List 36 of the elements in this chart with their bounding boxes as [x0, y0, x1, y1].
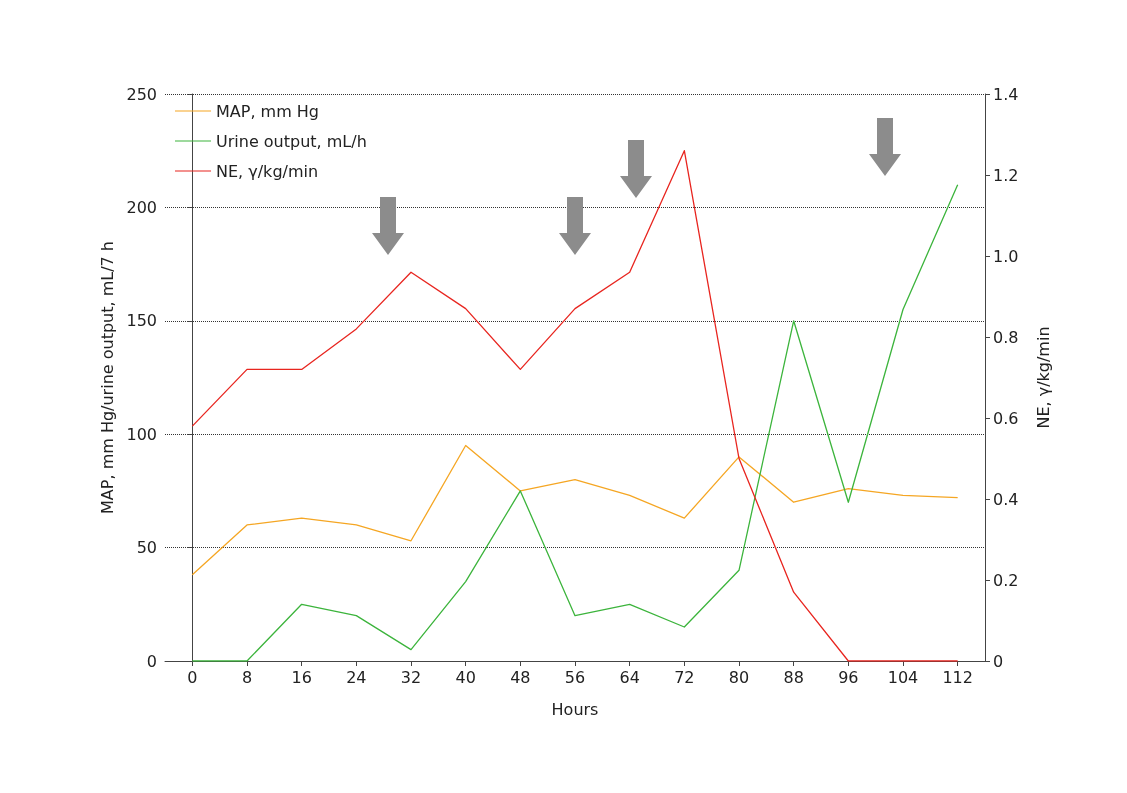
x-tick-label: 64 — [619, 667, 640, 687]
x-tick-label: 112 — [942, 667, 973, 687]
y-tick-label: 150 — [126, 311, 157, 331]
x-tick-label: 88 — [783, 667, 804, 687]
x-tick-label: 24 — [346, 667, 367, 687]
y-tick-label: 100 — [126, 424, 157, 444]
x-tick-label: 16 — [291, 667, 312, 687]
line-series — [191, 444, 959, 576]
x-tick-label: 104 — [887, 667, 919, 687]
y2-tick-label: 1.0 — [993, 246, 1019, 266]
y-tick-label: 200 — [126, 197, 157, 217]
x-tick-label: 48 — [510, 667, 531, 687]
y2-axis-title: NE, γ/kg/min — [1033, 326, 1053, 429]
x-tick-label: 32 — [400, 667, 422, 687]
legend-label: MAP, mm Hg — [216, 101, 320, 121]
legend-label: Urine output, mL/h — [216, 131, 367, 151]
y2-tick-label: 0.2 — [993, 570, 1019, 590]
y2-tick-label: 0.4 — [993, 489, 1019, 509]
x-tick-label: 8 — [241, 667, 253, 687]
y-tick-label: 250 — [126, 84, 157, 104]
y2-tick-label: 0.6 — [993, 408, 1019, 428]
x-tick-label: 0 — [187, 667, 198, 687]
y2-tick-label: 0 — [993, 651, 1004, 671]
x-axis-title: Hours — [551, 699, 599, 719]
legend-label: NE, γ/kg/min — [216, 161, 319, 181]
x-tick-label: 40 — [455, 667, 476, 687]
x-tick-label: 72 — [674, 667, 695, 687]
y-tick-label: 0 — [146, 651, 157, 671]
y2-tick-label: 1.4 — [993, 84, 1019, 104]
x-tick-label: 96 — [838, 667, 859, 687]
y-tick-label: 50 — [136, 538, 157, 558]
y2-tick-label: 1.2 — [993, 165, 1019, 185]
x-tick-label: 80 — [728, 667, 750, 687]
y-axis-title: MAP, mm Hg/urine output, mL/7 h — [97, 241, 117, 514]
x-tick-label: 56 — [564, 667, 586, 687]
y2-tick-label: 0.8 — [993, 327, 1019, 347]
